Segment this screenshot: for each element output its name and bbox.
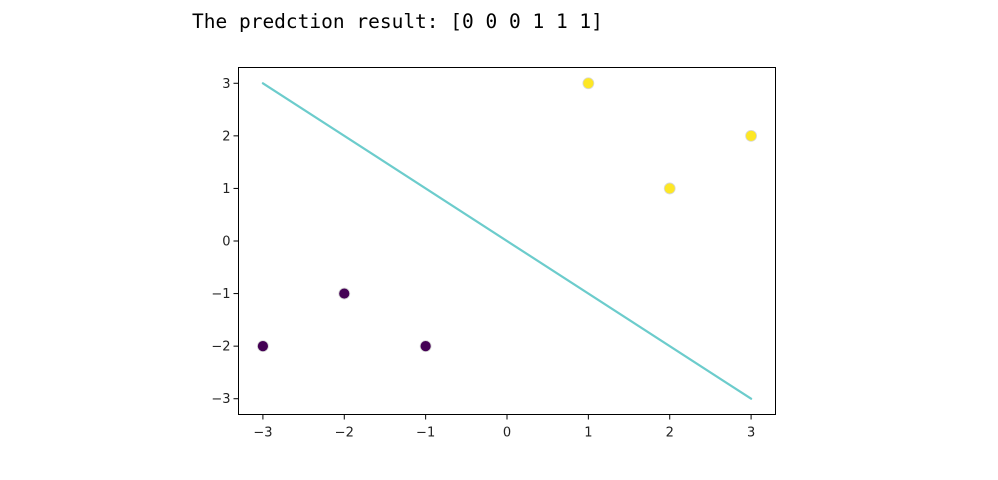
scatter-point bbox=[338, 287, 351, 300]
scatter-point bbox=[745, 129, 757, 142]
decision-boundary-line bbox=[261, 82, 753, 400]
x-tick-label: −1 bbox=[416, 426, 435, 441]
scatter-point bbox=[419, 340, 432, 353]
x-tick-label: 0 bbox=[503, 426, 511, 441]
x-tick-label: −2 bbox=[335, 426, 354, 441]
y-tick-label: −2 bbox=[211, 340, 230, 355]
x-axis-ticks: −3 −2 −1 0 1 2 3 bbox=[253, 414, 755, 441]
x-tick-label: 3 bbox=[747, 426, 755, 441]
scatter-point bbox=[582, 77, 595, 90]
y-tick-label: −3 bbox=[211, 392, 230, 407]
scatter-point bbox=[257, 340, 269, 353]
y-tick-label: 1 bbox=[222, 182, 230, 197]
x-tick-label: 2 bbox=[666, 426, 674, 441]
y-tick-label: 2 bbox=[222, 129, 230, 144]
y-tick-label: 0 bbox=[222, 235, 230, 250]
x-tick-label: 1 bbox=[584, 426, 592, 441]
y-tick-label: 3 bbox=[222, 77, 230, 92]
y-axis-ticks: −3 −2 −1 0 1 2 3 bbox=[211, 77, 239, 407]
plot-area bbox=[257, 77, 757, 400]
y-tick-label: −1 bbox=[211, 287, 230, 302]
x-tick-label: −3 bbox=[253, 426, 272, 441]
prediction-output-text: The predction result: [0 0 0 1 1 1] bbox=[192, 10, 603, 33]
scatter-point bbox=[663, 182, 676, 195]
